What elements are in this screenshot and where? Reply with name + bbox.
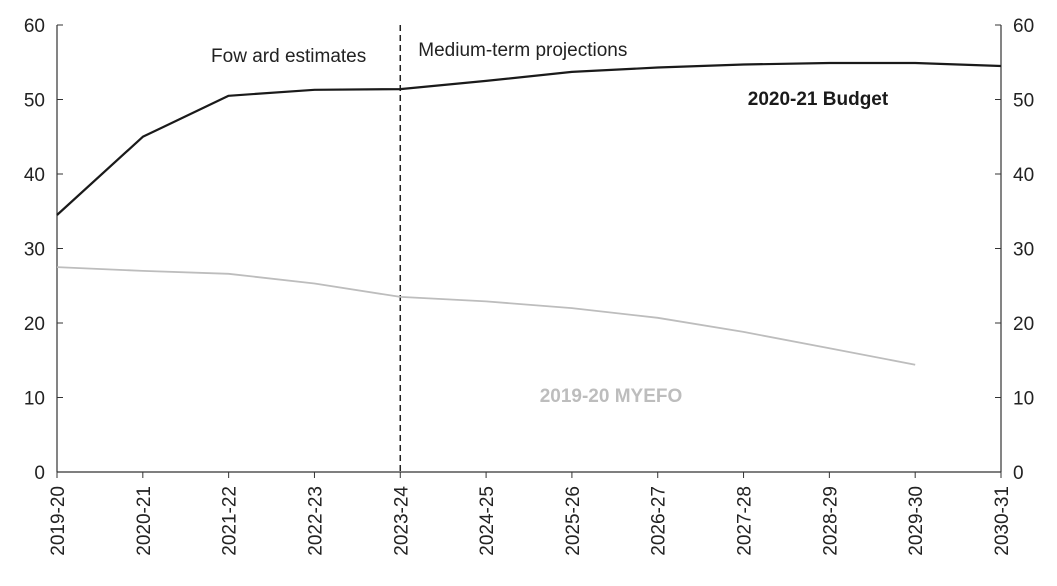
right-y-tick-label: 0	[1013, 463, 1024, 484]
series-group	[56, 61, 1002, 366]
right-y-tick-label: 60	[1013, 16, 1034, 37]
medium-term-projections-label: Medium-term projections	[418, 40, 627, 61]
left-y-tick-label: 60	[24, 16, 45, 37]
series-line-myefo	[56, 266, 916, 366]
x-tick-label: 2029-30	[906, 486, 927, 556]
x-tick-label: 2019-20	[48, 486, 69, 556]
left-y-tick-label: 40	[24, 165, 45, 186]
series-label-myefo: 2019-20 MYEFO	[540, 386, 683, 407]
series-line-budget	[56, 61, 1002, 216]
left-y-tick-label: 50	[24, 91, 45, 112]
right-y-tick-label: 40	[1013, 165, 1034, 186]
x-tick-label: 2022-23	[305, 486, 326, 556]
right-y-axis: 0 10 20 30 40 50 60	[995, 16, 1034, 484]
x-tick-label: 2026-27	[649, 486, 670, 556]
right-y-tick-label: 20	[1013, 314, 1034, 335]
left-y-axis: 0 10 20 30 40 50 60	[24, 16, 63, 484]
x-tick-label: 2020-21	[134, 486, 155, 556]
x-tick-label: 2024-25	[477, 486, 498, 556]
left-y-tick-label: 30	[24, 240, 45, 261]
x-tick-label: 2021-22	[220, 486, 241, 556]
forward-estimates-label: Fow ard estimates	[211, 46, 366, 67]
x-tick-label: 2027-28	[735, 486, 756, 556]
x-tick-label: 2028-29	[820, 486, 841, 556]
left-y-tick-label: 20	[24, 314, 45, 335]
x-axis: 2019-20 2020-21 2021-22 2022-23 2023-24 2024-…	[48, 472, 1013, 556]
x-tick-label: 2023-24	[391, 486, 412, 556]
left-y-tick-label: 0	[34, 463, 45, 484]
right-y-tick-label: 10	[1013, 389, 1034, 410]
right-y-tick-label: 50	[1013, 91, 1034, 112]
left-y-tick-label: 10	[24, 389, 45, 410]
right-y-tick-label: 30	[1013, 240, 1034, 261]
x-tick-label: 2030-31	[992, 486, 1013, 556]
x-tick-label: 2025-26	[563, 486, 584, 556]
series-label-budget: 2020-21 Budget	[748, 89, 889, 110]
